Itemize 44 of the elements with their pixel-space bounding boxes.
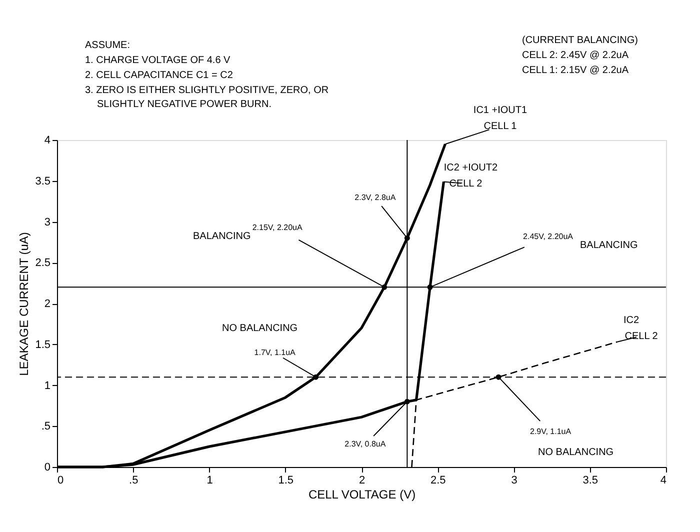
x-tick-label: 0 [58, 474, 64, 486]
y-tick-label: 0 [44, 462, 50, 474]
text: SLIGHTLY NEGATIVE POWER BURN. [97, 99, 272, 110]
y-tick-label: .5 [41, 420, 50, 433]
annotation: 1.7V, 1.1uA [254, 348, 296, 358]
text: 2. CELL CAPACITANCE C1 = C2 [85, 70, 234, 81]
x-tick-label: 1.5 [278, 474, 294, 486]
x-tick-label: .5 [129, 474, 138, 486]
text: IC1 +IOUT1 [473, 105, 528, 116]
y-tick-label: 3.5 [35, 175, 50, 188]
annotation: 2.15V, 2.20uA [252, 223, 303, 232]
y-tick-label: 4 [44, 134, 50, 146]
annotation: 2.3V, 2.8uA [354, 193, 396, 202]
annotation: BALANCING [193, 231, 252, 242]
y-axis-title: LEAKAGE CURRENT (uA) [17, 232, 32, 376]
annotation: 2.45V, 2.20uA [523, 232, 574, 242]
y-tick-label: 3 [44, 216, 50, 228]
y-tick-label: 2.5 [35, 257, 50, 270]
annotation: NO BALANCING [222, 323, 298, 334]
text: CELL 1: 2.15V @ 2.2uA [522, 65, 629, 76]
x-tick-label: 2 [358, 474, 366, 486]
annotation: 2.9V, 1.1uA [530, 427, 572, 436]
annotation: BALANCING [580, 240, 638, 251]
y-tick-label: 1.5 [35, 338, 50, 351]
text: (CURRENT BALANCING) [522, 35, 638, 46]
annotation: CELL 2 [624, 330, 658, 342]
y-tick-label: 2 [44, 298, 50, 310]
annotation: CELL 2 [449, 178, 483, 190]
y-tick-label: 1 [44, 380, 50, 392]
series-label: IC2 [624, 314, 640, 326]
annotation: CELL 1 [484, 121, 518, 132]
text: 3. ZERO IS EITHER SLIGHTLY POSITIVE, ZERO, OR [85, 85, 329, 96]
annotation: 2.3V, 0.8uA [344, 440, 386, 449]
x-axis-title: CELL VOLTAGE (V) [308, 488, 416, 502]
x-tick-label: 3.5 [582, 474, 598, 486]
x-tick-label: 4 [660, 474, 666, 486]
text: 1. CHARGE VOLTAGE OF 4.6 V [85, 55, 231, 66]
series-label: IC2 +IOUT2 [444, 162, 498, 174]
x-tick-label: 1 [206, 474, 213, 486]
x-tick-label: 2.5 [430, 474, 446, 486]
annotation: NO BALANCING [538, 447, 614, 458]
text: CELL 2: 2.45V @ 2.2uA [522, 50, 629, 61]
x-tick-label: 3 [511, 474, 518, 486]
text: ASSUME: [85, 40, 130, 51]
